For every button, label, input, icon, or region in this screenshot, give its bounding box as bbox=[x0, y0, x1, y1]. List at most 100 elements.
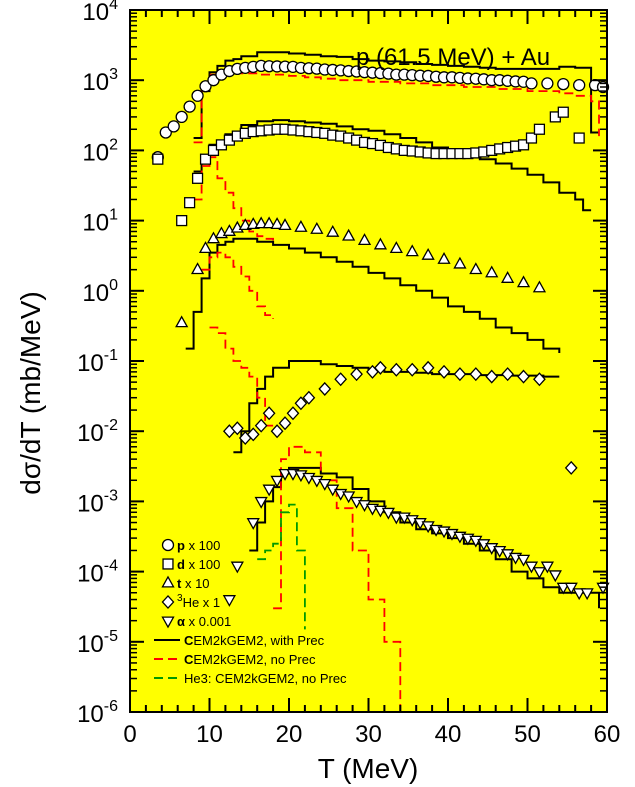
point-3-16 bbox=[389, 362, 403, 377]
point-3-17 bbox=[405, 362, 419, 377]
point-3-3 bbox=[246, 427, 260, 442]
point-4-3 bbox=[254, 496, 268, 509]
x-tick-label: 40 bbox=[435, 721, 462, 748]
point-4-36 bbox=[516, 554, 531, 567]
x-tick-label: 50 bbox=[514, 721, 541, 748]
point-2-27 bbox=[516, 275, 531, 288]
point-1-2 bbox=[184, 197, 196, 209]
point-2-11 bbox=[270, 217, 284, 229]
point-0-3 bbox=[175, 110, 188, 124]
curve-0-2 bbox=[185, 237, 561, 353]
point-3-1 bbox=[230, 421, 244, 436]
point-2-18 bbox=[373, 237, 388, 250]
point-4-40 bbox=[548, 570, 562, 583]
y-tick-label: 10-4 bbox=[77, 558, 118, 588]
point-3-8 bbox=[286, 406, 300, 421]
y-axis-label: dσ/dT (mb/MeV) bbox=[15, 291, 46, 494]
point-3-23 bbox=[501, 367, 515, 382]
legend-marker-1 bbox=[162, 558, 174, 570]
point-1-1 bbox=[176, 214, 188, 227]
point-2-24 bbox=[469, 262, 483, 275]
point-0-1 bbox=[159, 126, 172, 139]
point-2-9 bbox=[254, 216, 268, 229]
x-axis-label: T (MeV) bbox=[318, 753, 419, 784]
point-4-20 bbox=[389, 512, 403, 525]
point-4-44 bbox=[580, 588, 594, 601]
point-3-11 bbox=[318, 381, 332, 396]
data-points bbox=[151, 59, 610, 607]
point-2-19 bbox=[389, 241, 403, 254]
y-tick-label: 104 bbox=[82, 0, 118, 26]
model-curves bbox=[185, 51, 600, 712]
legend-label-5: CEM2kGEM2, with Prec bbox=[184, 633, 325, 648]
curve-0-0 bbox=[193, 51, 599, 139]
point-4-39 bbox=[540, 561, 554, 574]
legend-label-4: α x 0.001 bbox=[177, 614, 231, 629]
y-tick-label: 10-5 bbox=[77, 628, 118, 658]
curve-1-3 bbox=[209, 326, 274, 427]
point-2-1 bbox=[190, 262, 205, 275]
point-2-13 bbox=[294, 220, 308, 232]
point-2-16 bbox=[342, 228, 356, 241]
point-4-43 bbox=[572, 588, 586, 601]
point-3-7 bbox=[278, 416, 292, 431]
point-3-4 bbox=[254, 418, 268, 433]
y-tick-label: 100 bbox=[82, 277, 118, 307]
point-0-49 bbox=[557, 77, 570, 91]
x-tick-label: 20 bbox=[276, 721, 303, 748]
axes: 0 10 20 30 40 50 60 10-6 10-5 10-4 10-3 10-2 10-1 100… bbox=[77, 0, 620, 748]
point-1-46 bbox=[533, 123, 546, 135]
y-tick-label: 10-1 bbox=[77, 347, 118, 377]
legend-marker-3 bbox=[161, 594, 175, 610]
point-0-6 bbox=[199, 80, 212, 93]
y-tick-label: 10-3 bbox=[77, 487, 118, 517]
point-2-15 bbox=[326, 224, 340, 237]
y-tick-label: 101 bbox=[82, 207, 118, 237]
point-4-5 bbox=[270, 475, 284, 488]
legend-label-1: d x 100 bbox=[177, 557, 220, 572]
curve-1-4 bbox=[273, 445, 402, 712]
legend: p x 100 d x 100 t x 10 3He x 1 α x 0.001 CEM2… bbox=[154, 538, 347, 686]
point-1-44 bbox=[517, 139, 530, 151]
y-tick-label: 102 bbox=[82, 136, 118, 166]
curve-1-1 bbox=[193, 156, 274, 242]
point-3-25 bbox=[533, 372, 546, 387]
point-3-6 bbox=[270, 424, 284, 439]
point-3-26 bbox=[564, 460, 578, 475]
point-3-13 bbox=[350, 367, 363, 382]
point-3-19 bbox=[437, 364, 451, 379]
point-4-41 bbox=[556, 582, 570, 595]
point-1-48 bbox=[557, 106, 569, 118]
legend-marker-0 bbox=[161, 538, 175, 552]
point-1-49 bbox=[573, 132, 585, 144]
x-tick-label: 0 bbox=[123, 721, 136, 748]
point-2-20 bbox=[405, 244, 419, 257]
point-2-10 bbox=[262, 216, 276, 229]
point-4-1 bbox=[230, 561, 244, 574]
point-3-15 bbox=[374, 360, 387, 375]
x-tick-label: 30 bbox=[355, 721, 382, 748]
y-tick-label: 10-6 bbox=[77, 698, 118, 728]
point-2-17 bbox=[357, 233, 372, 246]
point-2-25 bbox=[485, 265, 499, 278]
point-0-2 bbox=[167, 120, 180, 133]
point-3-21 bbox=[469, 367, 483, 382]
x-tick-label: 10 bbox=[196, 721, 223, 748]
point-0-50 bbox=[573, 79, 586, 92]
point-3-22 bbox=[485, 369, 499, 384]
point-0-48 bbox=[541, 77, 554, 90]
point-1-4 bbox=[199, 153, 212, 165]
point-2-14 bbox=[310, 221, 324, 234]
point-2-21 bbox=[421, 247, 435, 260]
point-3-20 bbox=[453, 367, 467, 382]
legend-label-7: He3: CEM2kGEM2, no Prec bbox=[184, 671, 347, 686]
point-1-45 bbox=[525, 132, 538, 144]
legend-marker-4 bbox=[161, 616, 175, 629]
plot-area bbox=[130, 10, 607, 712]
y-tick-label: 103 bbox=[82, 66, 118, 96]
point-4-4 bbox=[262, 484, 276, 497]
legend-label-0: p x 100 bbox=[177, 538, 220, 553]
point-4-38 bbox=[532, 567, 547, 579]
point-3-12 bbox=[334, 372, 348, 387]
